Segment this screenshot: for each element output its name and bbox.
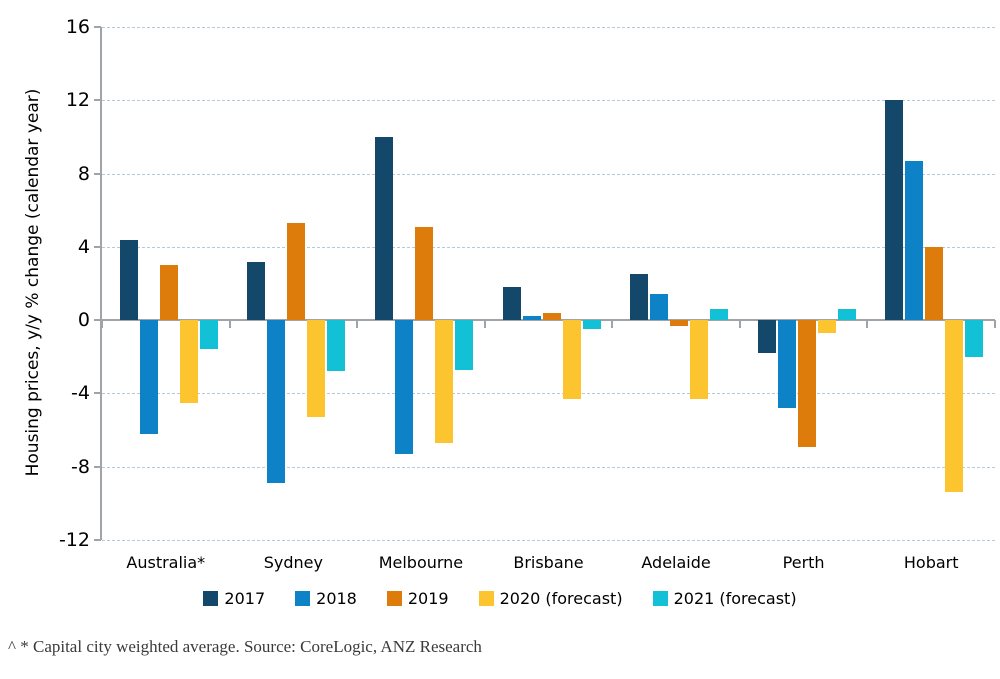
- bar-hobart-2018: [905, 160, 924, 321]
- bar-adelaide-2017: [630, 274, 649, 321]
- y-tick-label-12: 12: [65, 89, 90, 112]
- x-axis-label-sydney: Sydney: [263, 553, 323, 572]
- y-tick-label-8: 8: [77, 162, 90, 185]
- gridline--4: [102, 393, 995, 395]
- legend-label-2019: 2019: [407, 589, 449, 608]
- gridline--8: [102, 466, 995, 468]
- plot-area: [94, 26, 996, 541]
- x-axis-tick-4: [611, 320, 614, 329]
- bar-perth-2017: [757, 320, 776, 354]
- bar-perth-2019: [797, 320, 816, 447]
- bar-adelaide-2021forecast: [710, 309, 729, 321]
- y-axis-tick-16: [94, 26, 101, 28]
- footnote-source-text: ^ * Capital city weighted average. Sourc…: [8, 637, 482, 656]
- bar-australia-2018: [139, 320, 158, 434]
- y-axis-tick-0: [94, 319, 101, 322]
- bar-australia-2019: [159, 265, 178, 321]
- y-tick-label--12: -12: [58, 529, 90, 551]
- y-tick-label-16: 16: [65, 16, 90, 38]
- legend: 2017 2018 2019 2020 (forecast) 2021 (forecas…: [0, 589, 1000, 608]
- x-axis-label-adelaide: Adelaide: [641, 553, 711, 572]
- legend-swatch-2017: [203, 591, 219, 606]
- bar-brisbane-2019: [542, 312, 561, 321]
- legend-label-2021forecast: 2021 (forecast): [673, 589, 797, 608]
- x-axis-tick-2: [356, 320, 359, 329]
- bar-hobart-2020forecast: [945, 320, 964, 493]
- y-axis-tick--4: [94, 392, 101, 395]
- x-axis-tick-6: [866, 320, 869, 329]
- bar-sydney-2021forecast: [327, 320, 346, 372]
- y-axis-tick-4: [94, 245, 101, 248]
- x-axis-tick-3: [483, 320, 486, 329]
- bar-adelaide-2020forecast: [690, 320, 709, 399]
- x-axis-tick-7: [994, 320, 996, 329]
- bar-brisbane-2020forecast: [562, 320, 581, 399]
- legend-label-2020forecast: 2020 (forecast): [499, 589, 623, 608]
- x-axis-label-brisbane: Brisbane: [513, 553, 584, 572]
- bar-perth-2018: [777, 320, 796, 409]
- legend-item-2021forecast: 2021 (forecast): [652, 589, 797, 608]
- legend-label-2018: 2018: [316, 589, 357, 608]
- x-axis-tick-1: [228, 320, 231, 329]
- legend-swatch-2019: [386, 591, 402, 606]
- x-axis-label-hobart: Hobart: [903, 553, 959, 572]
- bar-adelaide-2019: [670, 320, 689, 326]
- y-axis-tick-12: [94, 99, 101, 102]
- legend-swatch-2018: [295, 591, 311, 606]
- y-axis-tick--8: [94, 465, 101, 468]
- bar-hobart-2017: [885, 100, 904, 321]
- x-axis-label-australia: Australia*: [126, 553, 206, 572]
- legend-item-2017: 2017: [203, 589, 265, 608]
- legend-swatch-2020forecast: [478, 591, 494, 606]
- bar-perth-2021forecast: [837, 309, 856, 321]
- bar-australia-2020forecast: [179, 320, 198, 403]
- bar-melbourne-2021forecast: [454, 320, 473, 370]
- gridline-16: [102, 27, 995, 28]
- legend-item-2019: 2019: [386, 589, 449, 608]
- x-axis-tick-5: [738, 320, 741, 329]
- bar-melbourne-2018: [394, 320, 413, 454]
- bar-brisbane-2018: [522, 316, 541, 321]
- bar-sydney-2020forecast: [307, 320, 326, 418]
- gridline--12: [102, 540, 995, 541]
- y-tick-label-0: 0: [77, 309, 90, 332]
- x-axis-tick-0: [101, 320, 103, 329]
- y-axis-tick--12: [94, 539, 101, 541]
- bar-melbourne-2020forecast: [434, 320, 453, 443]
- x-axis-label-perth: Perth: [782, 553, 825, 572]
- bar-perth-2020forecast: [817, 320, 836, 333]
- bar-hobart-2021forecast: [965, 320, 984, 357]
- bar-sydney-2019: [287, 223, 306, 321]
- bar-australia-2021forecast: [199, 320, 218, 350]
- bar-australia-2017: [119, 239, 138, 321]
- y-axis-tick-8: [94, 172, 101, 175]
- y-tick-label-4: 4: [77, 235, 90, 258]
- gridline-4: [102, 246, 995, 248]
- gridline-12: [102, 100, 995, 102]
- bar-melbourne-2019: [414, 226, 433, 321]
- legend-item-2020forecast: 2020 (forecast): [478, 589, 623, 608]
- legend-swatch-2021forecast: [652, 591, 668, 606]
- y-tick-label--4: -4: [71, 382, 90, 405]
- x-axis-zero-line: [102, 319, 995, 322]
- bar-sydney-2017: [247, 261, 266, 321]
- y-tick-label--8: -8: [71, 455, 90, 478]
- bar-brisbane-2021forecast: [582, 320, 601, 330]
- bar-melbourne-2017: [374, 136, 393, 321]
- bar-adelaide-2018: [650, 294, 669, 321]
- gridline-8: [102, 173, 995, 175]
- bar-brisbane-2017: [502, 287, 521, 321]
- y-axis-line: [100, 27, 102, 540]
- bar-sydney-2018: [267, 320, 286, 484]
- legend-label-2017: 2017: [224, 589, 266, 608]
- legend-item-2018: 2018: [295, 589, 357, 608]
- x-axis-label-melbourne: Melbourne: [378, 553, 464, 572]
- bar-hobart-2019: [925, 246, 944, 321]
